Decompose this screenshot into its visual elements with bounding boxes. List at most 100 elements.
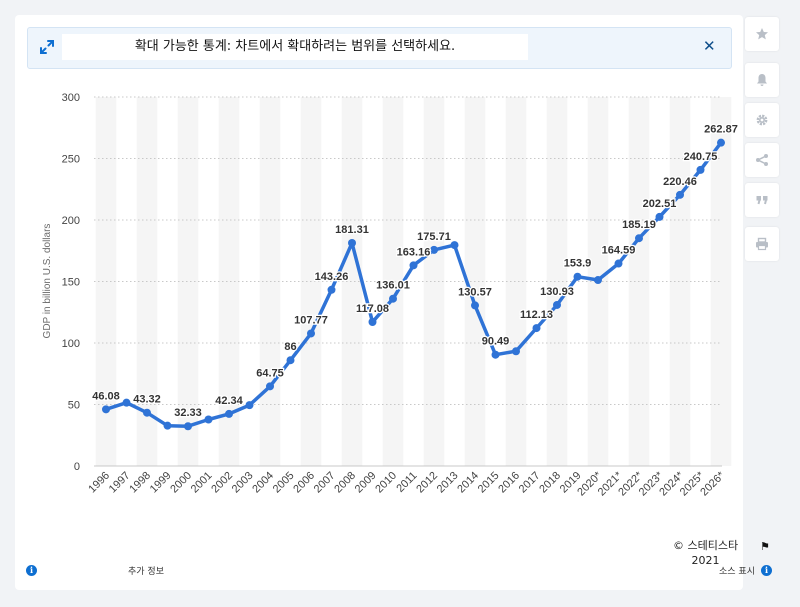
y-tick-label: 300 bbox=[62, 92, 80, 104]
bell-icon bbox=[757, 74, 767, 86]
data-point bbox=[594, 276, 602, 285]
x-tick-label: 2008 bbox=[332, 470, 358, 496]
column-band bbox=[341, 97, 363, 466]
data-label: 43.32 bbox=[133, 394, 161, 406]
star-icon bbox=[756, 28, 768, 40]
column-band bbox=[710, 97, 732, 466]
x-tick-label: 2003 bbox=[230, 470, 256, 496]
data-label: 86 bbox=[284, 341, 296, 353]
y-tick-label: 250 bbox=[62, 154, 80, 166]
y-tick-label: 50 bbox=[68, 400, 80, 412]
data-label: 240.75 bbox=[684, 151, 718, 163]
data-point bbox=[122, 398, 131, 407]
data-point bbox=[368, 317, 377, 326]
x-tick-label: 2009 bbox=[353, 470, 379, 496]
data-label: 163.16 bbox=[397, 246, 431, 258]
data-point bbox=[102, 405, 110, 414]
data-point bbox=[491, 350, 500, 359]
data-point bbox=[450, 241, 459, 250]
data-label: 117.08 bbox=[356, 303, 389, 315]
show-source-link[interactable]: 소스 표시 bbox=[719, 567, 755, 577]
x-tick-label: 2005 bbox=[271, 470, 297, 496]
data-point bbox=[676, 190, 684, 199]
flag-icon[interactable]: ⚑ bbox=[760, 540, 770, 553]
close-icon[interactable]: ✕ bbox=[703, 37, 716, 55]
y-axis-title: GDP in billion U.S. dollars bbox=[42, 224, 53, 339]
data-label: 164.59 bbox=[602, 245, 636, 257]
y-tick-label: 0 bbox=[74, 461, 80, 473]
data-label: 130.93 bbox=[540, 286, 574, 298]
share-button[interactable] bbox=[745, 143, 779, 177]
x-tick-label: 1998 bbox=[127, 470, 153, 496]
x-tick-label: 2026* bbox=[698, 469, 727, 498]
source-info-icon[interactable]: i bbox=[761, 565, 772, 576]
data-label: 262.87 bbox=[704, 124, 738, 136]
data-point bbox=[430, 245, 438, 254]
credit-line-1: © 스테티스타 bbox=[673, 539, 739, 552]
statista-credit[interactable]: © 스테티스타 2021 bbox=[673, 538, 738, 568]
data-point bbox=[184, 422, 192, 431]
zoom-banner-text: 확대 가능한 통계: 차트에서 확대하려는 범위를 선택하세요. bbox=[62, 34, 528, 60]
column-band bbox=[546, 97, 568, 466]
data-point bbox=[717, 138, 725, 147]
data-point bbox=[635, 234, 643, 243]
x-tick-label: 2012 bbox=[414, 470, 440, 496]
data-point bbox=[409, 261, 418, 270]
content-card bbox=[15, 15, 743, 590]
x-tick-label: 1996 bbox=[86, 470, 112, 496]
data-point bbox=[553, 300, 561, 309]
data-point bbox=[245, 401, 254, 410]
info-icon[interactable]: i bbox=[26, 565, 37, 576]
data-point bbox=[471, 301, 479, 310]
data-point bbox=[655, 212, 664, 221]
x-tick-label: 2011 bbox=[394, 470, 419, 495]
print-button[interactable] bbox=[745, 227, 779, 261]
x-tick-label: 2006 bbox=[291, 470, 317, 496]
column-band bbox=[382, 97, 404, 466]
data-point bbox=[573, 272, 582, 281]
data-point bbox=[696, 165, 705, 174]
data-point bbox=[225, 409, 233, 418]
data-label: 175.71 bbox=[417, 231, 451, 243]
data-label: 112.13 bbox=[520, 309, 553, 321]
data-label: 130.57 bbox=[458, 286, 492, 298]
x-tick-label: 2010 bbox=[373, 470, 399, 496]
data-label: 185.19 bbox=[622, 219, 656, 231]
y-tick-label: 150 bbox=[62, 277, 80, 289]
credit-line-2: 2021 bbox=[691, 554, 720, 567]
column-band bbox=[177, 97, 199, 466]
notification-button[interactable] bbox=[745, 63, 779, 97]
favorite-button[interactable] bbox=[745, 17, 779, 51]
quote-icon bbox=[756, 196, 768, 205]
x-tick-label: 2017 bbox=[517, 470, 543, 496]
data-label: 136.01 bbox=[376, 280, 410, 292]
settings-button[interactable] bbox=[745, 103, 779, 137]
data-label: 90.49 bbox=[482, 336, 510, 348]
data-label: 143.26 bbox=[315, 271, 349, 283]
data-point bbox=[327, 285, 336, 294]
column-band bbox=[218, 97, 240, 466]
x-tick-label: 2007 bbox=[312, 470, 338, 496]
data-point bbox=[286, 356, 295, 365]
x-tick-label: 2013 bbox=[435, 470, 461, 496]
cite-button[interactable] bbox=[745, 183, 779, 217]
y-tick-label: 200 bbox=[62, 215, 80, 227]
x-tick-label: 2004 bbox=[250, 470, 276, 496]
share-icon bbox=[756, 154, 768, 166]
column-band bbox=[505, 97, 527, 466]
data-point bbox=[614, 259, 623, 268]
data-point bbox=[143, 408, 151, 417]
x-tick-label: 1999 bbox=[148, 470, 174, 496]
x-tick-label: 2014 bbox=[455, 470, 481, 496]
x-tick-label: 2001 bbox=[189, 470, 215, 496]
data-label: 153.9 bbox=[564, 258, 592, 270]
data-point bbox=[266, 382, 274, 391]
expand-icon[interactable] bbox=[40, 40, 54, 54]
data-label: 202.51 bbox=[643, 198, 677, 210]
x-tick-label: 2000 bbox=[168, 470, 194, 496]
data-label: 220.46 bbox=[663, 176, 697, 188]
data-point bbox=[307, 329, 315, 338]
data-point bbox=[389, 294, 397, 303]
more-info-link[interactable]: 추가 정보 bbox=[128, 567, 164, 577]
